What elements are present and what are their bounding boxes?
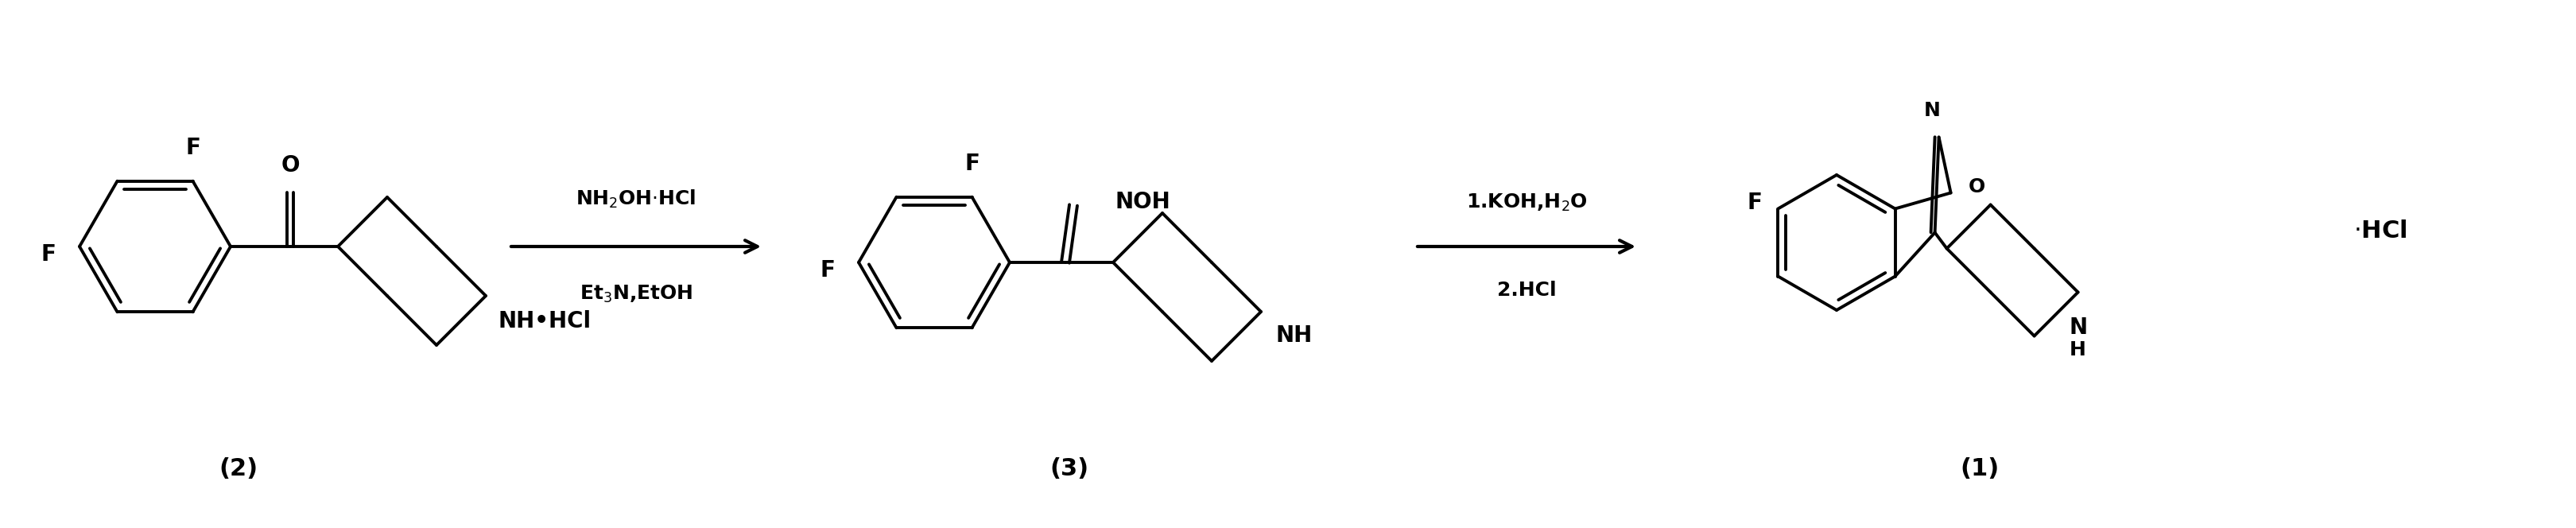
Polygon shape [1741, 99, 1917, 251]
Text: N: N [1924, 101, 1940, 120]
Text: N: N [2069, 316, 2087, 338]
Text: F: F [819, 259, 835, 281]
Text: F: F [185, 137, 201, 159]
Text: O: O [1968, 177, 1986, 196]
Text: H: H [2069, 340, 2087, 359]
Text: (3): (3) [1051, 458, 1090, 480]
Text: (1): (1) [1960, 458, 1999, 480]
Text: Et$_3$N,EtOH: Et$_3$N,EtOH [580, 284, 693, 305]
Text: F: F [963, 153, 979, 175]
Text: (2): (2) [219, 458, 258, 480]
Text: F: F [41, 243, 57, 266]
Text: 2.HCl: 2.HCl [1497, 281, 1556, 300]
Text: NH$_2$OH$\cdot$HCl: NH$_2$OH$\cdot$HCl [577, 188, 696, 210]
Text: NOH: NOH [1115, 191, 1170, 213]
Text: 1.KOH,H$_2$O: 1.KOH,H$_2$O [1466, 192, 1587, 213]
Text: F: F [1747, 191, 1762, 213]
Text: NH: NH [1275, 324, 1311, 347]
Text: O: O [281, 154, 299, 176]
Text: $\cdot$HCl: $\cdot$HCl [2354, 219, 2406, 242]
Text: NH•HCl: NH•HCl [497, 310, 590, 333]
